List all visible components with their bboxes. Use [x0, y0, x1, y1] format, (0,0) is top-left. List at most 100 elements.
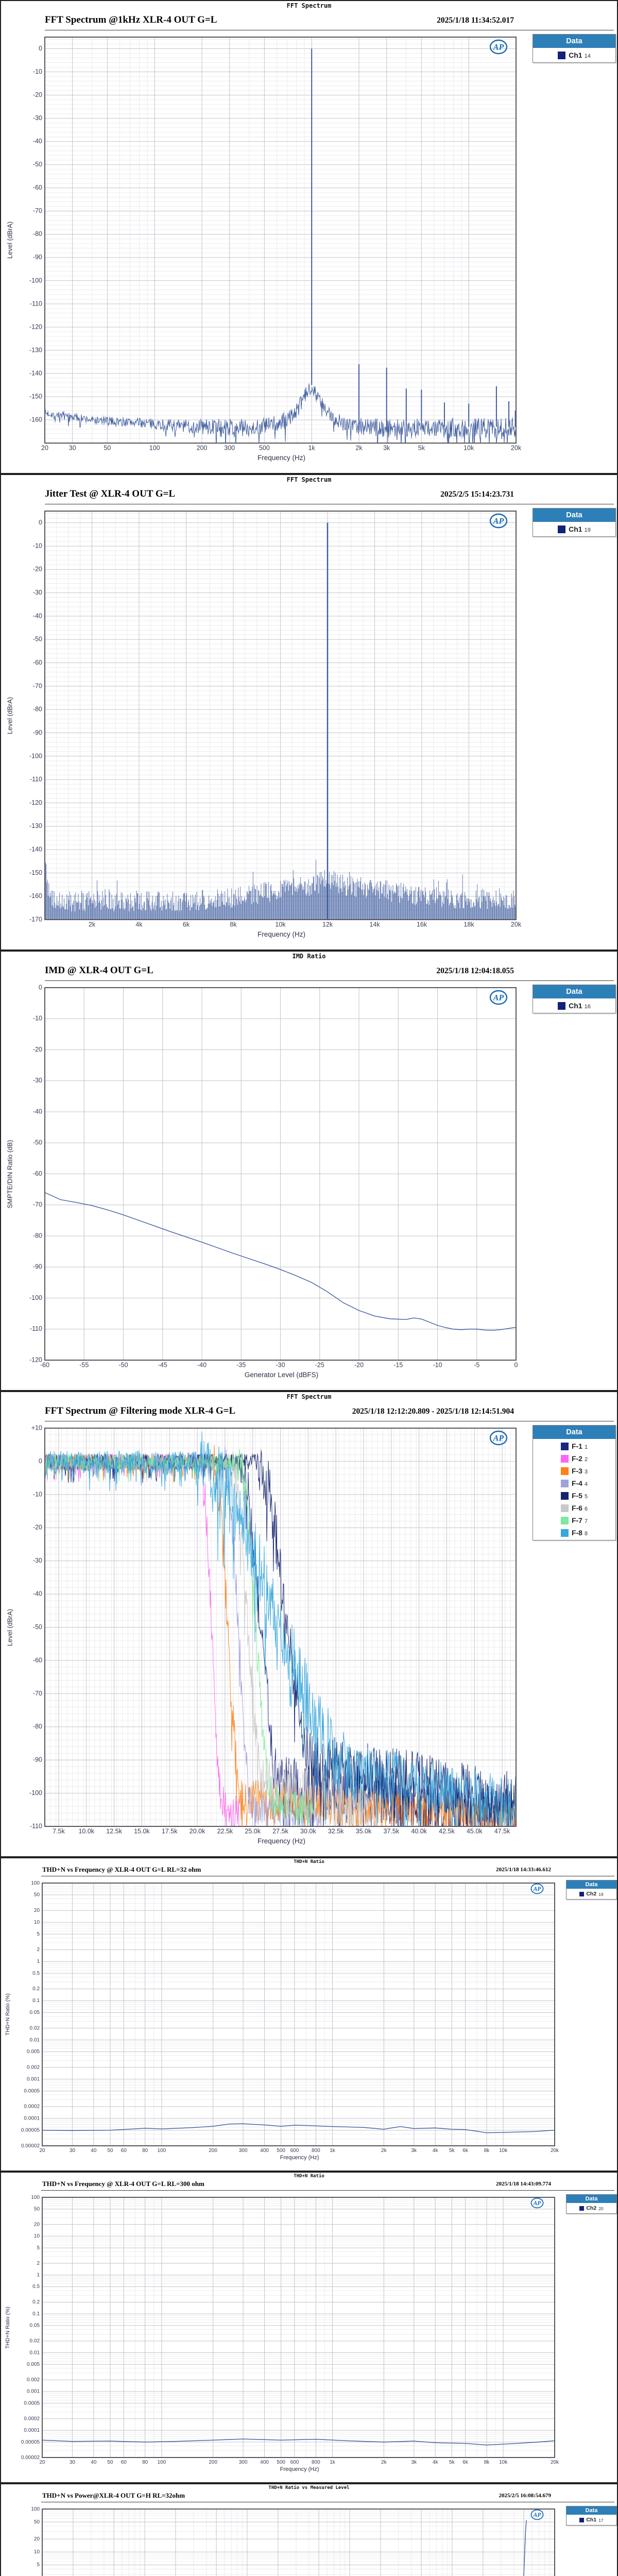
- legend-item: F-4 4: [533, 1477, 615, 1489]
- chart-date: 2025/1/18 12:04:18.055: [436, 967, 514, 975]
- chart-panel-1: FFT Spectrum FFT Spectrum @1kHz XLR-4 OU…: [0, 0, 618, 474]
- chart-title: IMD @ XLR-4 OUT G=L: [45, 965, 153, 976]
- chart-panel-3: IMD Ratio IMD @ XLR-4 OUT G=L 2025/1/18 …: [0, 951, 618, 1391]
- data-legend: Data Ch2 20: [566, 2194, 617, 2214]
- x-axis-label: Frequency (Hz): [257, 454, 306, 462]
- chart-date: 2025/1/18 14:43:09.774: [496, 2181, 551, 2187]
- x-axis-label: Frequency (Hz): [280, 2466, 319, 2472]
- title-divider: [45, 980, 614, 981]
- y-axis-label: SMPTE/DIN Ratio (dB): [6, 1140, 14, 1208]
- legend-header: Data: [533, 35, 615, 48]
- y-axis-label: Level (dBrA): [6, 221, 14, 259]
- legend-trace-number: 19: [584, 527, 591, 533]
- legend-label: F-6: [571, 1504, 582, 1512]
- legend-header: Data: [533, 509, 615, 522]
- legend-item: F-3 3: [533, 1465, 615, 1477]
- legend-header: Data: [566, 2195, 616, 2203]
- plot-canvas: [1, 1879, 617, 2154]
- legend-items: Ch1 17: [566, 2515, 616, 2525]
- legend-label: Ch1: [569, 1002, 582, 1010]
- chart-panel-4: FFT Spectrum FFT Spectrum @ Filtering mo…: [0, 1391, 618, 1857]
- chart-title: THD+N vs Frequency @ XLR-4 OUT G=L RL=30…: [42, 2180, 204, 2188]
- svg-text:AP: AP: [493, 517, 504, 526]
- legend-item: F-7 7: [533, 1514, 615, 1527]
- data-legend: Data Ch1 19: [533, 508, 616, 537]
- legend-item: F-2 2: [533, 1452, 615, 1465]
- ap-logo-icon: AP: [530, 1883, 544, 1894]
- legend-item: Ch1 16: [533, 999, 615, 1012]
- data-legend: Data Ch1 16: [533, 985, 616, 1013]
- chart-panel-5: THD+N Ratio THD+N vs Frequency @ XLR-4 O…: [0, 1857, 618, 2172]
- legend-color-swatch: [560, 1504, 569, 1512]
- legend-color-swatch: [579, 2517, 585, 2522]
- legend-color-swatch: [579, 1891, 585, 1896]
- data-legend: Data Ch1 17: [566, 2506, 617, 2526]
- chart-title: THD+N vs Frequency @ XLR-4 OUT G=L RL=32…: [42, 1866, 201, 1873]
- legend-item: Ch1 14: [533, 49, 615, 61]
- y-axis-label: THD+N Ratio (%): [5, 1993, 11, 2036]
- chart-title: Jitter Test @ XLR-4 OUT G=L: [45, 488, 176, 499]
- legend-trace-number: 20: [598, 2206, 604, 2211]
- chart-date: 2025/2/5 15:14:23.731: [440, 490, 514, 499]
- legend-color-swatch: [560, 1454, 569, 1463]
- ap-logo-icon: AP: [489, 990, 508, 1005]
- plot-canvas: [1, 1424, 617, 1837]
- legend-item: Ch2 20: [566, 2204, 616, 2212]
- legend-trace-number: 1: [584, 1444, 588, 1450]
- legend-trace-number: 4: [584, 1481, 588, 1487]
- chart-type-header: FFT Spectrum: [286, 2, 332, 9]
- chart-date: 2025/2/5 16:08:54.679: [499, 2493, 551, 2499]
- x-axis-label: Generator Level (dBFS): [244, 1371, 319, 1379]
- chart-type-header: FFT Spectrum: [286, 1393, 332, 1400]
- legend-header: Data: [533, 985, 615, 998]
- legend-items: F-1 1 F-2 2 F-3 3 F-4 4 F-5 5 F-6 6 F-7 7 F-8 8: [533, 1439, 615, 1540]
- chart-title: FFT Spectrum @ Filtering mode XLR-4 G=L: [45, 1405, 236, 1416]
- legend-items: Ch1 16: [533, 998, 615, 1013]
- legend-color-swatch: [558, 1002, 566, 1010]
- legend-trace-number: 6: [584, 1506, 588, 1512]
- svg-text:AP: AP: [533, 2512, 542, 2518]
- svg-text:AP: AP: [493, 43, 504, 52]
- ap-logo-icon: AP: [530, 2197, 544, 2209]
- plot-canvas: [1, 2193, 617, 2466]
- legend-label: Ch1: [586, 2517, 597, 2523]
- legend-color-swatch: [560, 1516, 569, 1524]
- legend-color-swatch: [560, 1529, 569, 1537]
- legend-trace-number: 8: [584, 1531, 588, 1537]
- legend-items: Ch1 14: [533, 48, 615, 62]
- legend-header: Data: [566, 1880, 616, 1889]
- legend-item: F-6 6: [533, 1502, 615, 1514]
- title-divider: [41, 2190, 614, 2191]
- legend-item: F-8 8: [533, 1527, 615, 1539]
- legend-label: F-5: [571, 1492, 582, 1500]
- legend-item: F-5 5: [533, 1489, 615, 1502]
- chart-type-header: IMD Ratio: [292, 953, 326, 960]
- svg-text:AP: AP: [493, 1434, 504, 1443]
- y-axis-label: Level (dBrA): [6, 697, 14, 734]
- svg-text:AP: AP: [533, 2200, 542, 2207]
- legend-color-swatch: [558, 51, 566, 59]
- legend-color-swatch: [560, 1492, 569, 1500]
- x-axis-label: Frequency (Hz): [280, 2155, 319, 2161]
- legend-label: F-1: [571, 1442, 582, 1450]
- chart-panel-2: FFT Spectrum Jitter Test @ XLR-4 OUT G=L…: [0, 474, 618, 951]
- svg-text:AP: AP: [493, 994, 504, 1003]
- chart-date: 2025/1/18 12:12:20.809 - 2025/1/18 12:14…: [352, 1407, 514, 1416]
- chart-panel-6: THD+N Ratio THD+N vs Frequency @ XLR-4 O…: [0, 2172, 618, 2483]
- data-legend: Data Ch2 19: [566, 1880, 617, 1900]
- chart-type-header: FFT Spectrum: [286, 476, 332, 483]
- plot-canvas: [1, 507, 617, 930]
- data-legend: Data Ch1 14: [533, 34, 616, 63]
- legend-color-swatch: [560, 1467, 569, 1475]
- legend-item: Ch1 17: [566, 2516, 616, 2524]
- legend-items: Ch2 20: [566, 2203, 616, 2213]
- data-legend: Data F-1 1 F-2 2 F-3 3 F-4 4 F-5 5 F-6 6 F-7 7 F-8 8: [533, 1425, 616, 1540]
- ap-logo-icon: AP: [530, 2509, 544, 2520]
- chart-type-header: THD+N Ratio: [294, 1859, 324, 1865]
- legend-trace-number: 14: [584, 53, 591, 59]
- x-axis-label: Frequency (Hz): [257, 1837, 306, 1845]
- legend-items: Ch2 19: [566, 1889, 616, 1899]
- plot-canvas: [1, 2505, 617, 2576]
- chart-date: 2025/1/18 11:34:52.017: [437, 16, 514, 25]
